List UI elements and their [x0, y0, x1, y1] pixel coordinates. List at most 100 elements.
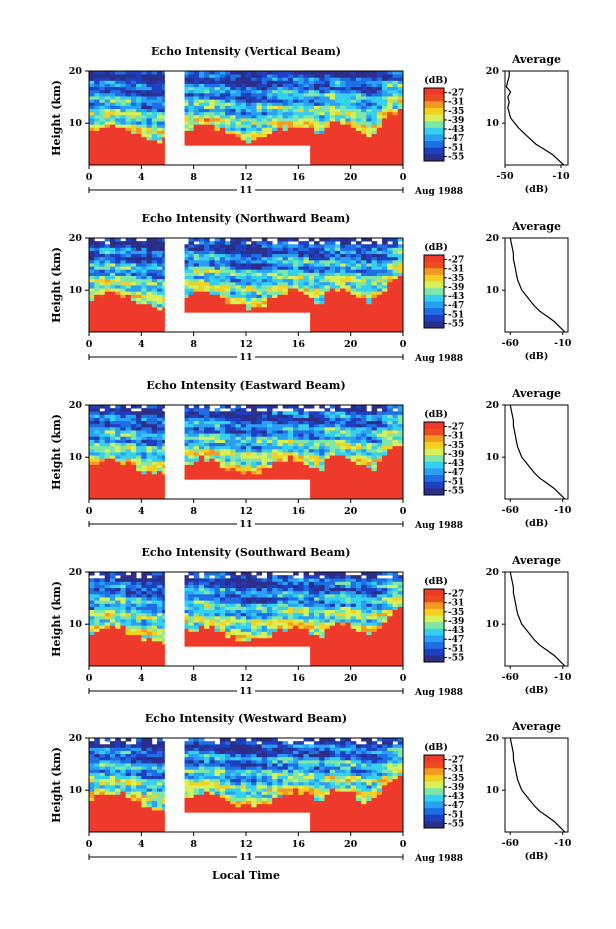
heatmap-cell: [204, 272, 210, 276]
heatmap-cell: [324, 77, 331, 81]
heatmap-cell: [183, 445, 189, 450]
heatmap-cell: [219, 477, 226, 481]
heatmap-cell: [214, 77, 221, 81]
heatmap-cell: [298, 408, 304, 412]
heatmap-cell: [125, 426, 132, 431]
heatmap-cell: [298, 241, 304, 245]
heatmap-cell: [324, 263, 331, 267]
heatmap-cell: [371, 303, 378, 308]
heatmap-cell: [287, 310, 294, 314]
heatmap-cell: [109, 452, 116, 456]
heatmap-cell: [308, 495, 315, 500]
heatmap-cell: [298, 281, 304, 286]
heatmap-cell: [157, 241, 163, 245]
heatmap-cell: [298, 448, 304, 453]
heatmap-cell: [334, 99, 341, 103]
heatmap-cell: [298, 461, 304, 465]
heatmap-cell: [298, 464, 304, 469]
heatmap-cell: [371, 158, 378, 163]
heatmap-cell: [319, 80, 325, 84]
heatmap-cell: [282, 297, 289, 302]
heatmap-cell: [151, 486, 158, 490]
heatmap-cell: [256, 108, 263, 113]
heatmap-cell: [89, 439, 95, 443]
heatmap-cell: [89, 470, 95, 475]
heatmap-cell: [261, 74, 268, 78]
heatmap-cell: [277, 124, 284, 128]
heatmap-cell: [104, 80, 111, 84]
heatmap-cell: [188, 133, 195, 138]
heatmap-cell: [94, 74, 100, 78]
heatmap-cell: [308, 77, 315, 81]
heatmap-cell: [277, 118, 284, 122]
heatmap-cell: [151, 325, 158, 330]
heatmap-cell: [334, 272, 341, 276]
heatmap-cell: [308, 455, 315, 459]
heatmap-cell: [89, 310, 95, 314]
heatmap-cell: [303, 241, 310, 245]
heatmap-cell: [340, 297, 346, 302]
x-tick-label: 20: [344, 339, 358, 350]
heatmap-cell: [151, 322, 158, 327]
heatmap-cell: [99, 130, 106, 135]
heatmap-cell: [151, 300, 158, 305]
heatmap-cell: [246, 303, 252, 308]
colorbar-segment: [424, 121, 444, 129]
heatmap-cell: [99, 241, 106, 245]
heatmap-cell: [109, 414, 116, 418]
heatmap-cell: [141, 470, 147, 475]
heatmap-cell: [334, 303, 341, 308]
heatmap-cell: [193, 86, 200, 91]
heatmap-cell: [387, 149, 393, 153]
heatmap-cell: [125, 149, 132, 153]
heatmap-cell: [387, 294, 393, 298]
heatmap-cell: [214, 442, 221, 447]
heatmap-cell: [235, 80, 242, 84]
heatmap-cell: [329, 313, 336, 317]
heatmap-cell: [277, 96, 284, 100]
heatmap-cell: [387, 263, 393, 267]
heatmap-cell: [387, 96, 393, 100]
heatmap-cell: [251, 464, 257, 469]
heatmap-cell: [397, 127, 404, 131]
heatmap-cell: [324, 241, 331, 245]
heatmap-cell: [319, 253, 325, 258]
heatmap-cell: [272, 477, 278, 481]
heatmap-cell: [355, 259, 362, 264]
heatmap-cell: [104, 275, 111, 280]
heatmap-cell: [188, 250, 195, 255]
heatmap-cell: [89, 247, 95, 251]
heatmap-cell: [345, 256, 352, 261]
heatmap-cell: [151, 480, 158, 484]
heatmap-cell: [392, 322, 399, 327]
heatmap-cell: [272, 130, 278, 135]
heatmap-cell: [319, 136, 325, 141]
heatmap-cell: [246, 461, 252, 465]
heatmap-cell: [361, 89, 367, 94]
heatmap-cell: [266, 269, 273, 273]
heatmap-cell: [324, 114, 331, 119]
heatmap-cell: [251, 105, 257, 109]
heatmap-cell: [204, 285, 210, 289]
heatmap-cell: [287, 297, 294, 302]
heatmap-cell: [141, 155, 147, 160]
heatmap-cell: [277, 291, 284, 295]
heatmap-cell: [324, 124, 331, 128]
heatmap-cell: [204, 445, 210, 450]
heatmap-cell: [104, 439, 111, 443]
heatmap-cell: [355, 328, 362, 333]
heatmap-cell: [261, 263, 268, 267]
heatmap-cell: [293, 92, 299, 97]
heatmap-cell: [345, 241, 352, 245]
heatmap-cell: [366, 300, 372, 305]
heatmap-cell: [120, 442, 127, 447]
heatmap-cell: [277, 136, 284, 141]
heatmap-cell: [298, 102, 304, 106]
heatmap-cell: [303, 259, 310, 264]
heatmap-cell: [308, 325, 315, 330]
heatmap-cell: [298, 420, 304, 425]
heatmap-cell: [382, 247, 388, 251]
heatmap-cell: [198, 241, 205, 245]
heatmap-cell: [183, 458, 189, 462]
heatmap-cell: [246, 74, 252, 78]
